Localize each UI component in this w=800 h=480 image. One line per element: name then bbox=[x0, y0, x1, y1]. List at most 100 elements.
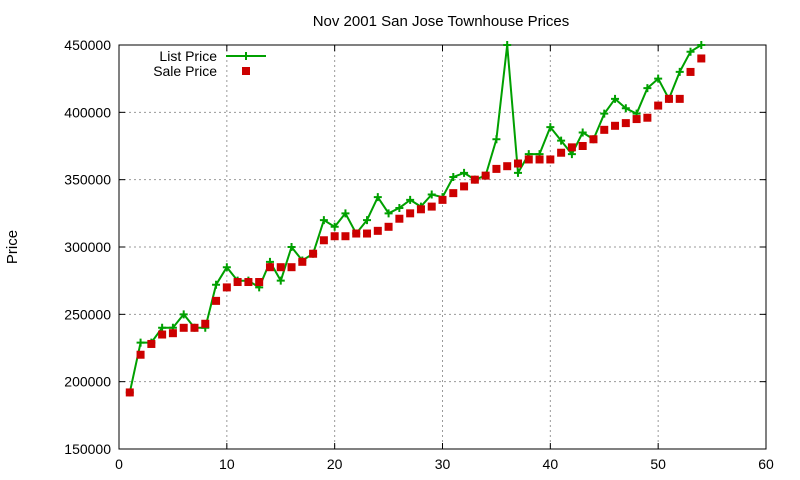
sale-price-point bbox=[319, 236, 328, 245]
list-price-line bbox=[128, 44, 702, 393]
sale-price-point bbox=[190, 323, 199, 332]
list-price-point bbox=[395, 203, 404, 212]
sale-price-point bbox=[427, 202, 436, 211]
list-price-point bbox=[427, 190, 436, 199]
legend: List Price Sale Price bbox=[153, 48, 266, 79]
sale-price-point bbox=[492, 164, 501, 173]
sale-price-point bbox=[147, 339, 156, 348]
list-price-point bbox=[460, 168, 469, 177]
sale-price-point bbox=[212, 296, 221, 305]
sale-price-point bbox=[136, 350, 145, 359]
sale-price-point bbox=[449, 189, 458, 198]
y-tick-label: 200000 bbox=[64, 374, 111, 390]
y-tick-label: 150000 bbox=[64, 441, 111, 457]
sale-price-point bbox=[125, 388, 134, 397]
sale-price-point bbox=[557, 148, 566, 157]
x-tick-label: 30 bbox=[435, 456, 451, 472]
y-tick-label: 400000 bbox=[64, 104, 111, 120]
x-tick-label: 20 bbox=[327, 456, 343, 472]
list-price-point bbox=[136, 338, 145, 347]
list-price-point bbox=[686, 47, 695, 56]
sale-price-point bbox=[255, 278, 264, 287]
list-price-point bbox=[406, 195, 415, 204]
sale-price-point bbox=[298, 257, 307, 266]
list-price-point bbox=[621, 104, 630, 113]
sale-price-point bbox=[341, 232, 350, 241]
sale-price-point bbox=[621, 119, 630, 128]
list-price-point bbox=[578, 128, 587, 137]
sale-price-point bbox=[481, 171, 490, 180]
sale-price-point bbox=[470, 175, 479, 184]
sale-price-point bbox=[578, 142, 587, 150]
sale-price-point bbox=[600, 125, 609, 134]
list-price-point bbox=[611, 94, 620, 103]
sale-price-point bbox=[201, 319, 210, 328]
grid-lines bbox=[119, 45, 766, 449]
list-price-point bbox=[675, 67, 684, 76]
list-price-point bbox=[212, 280, 221, 289]
y-tick-label: 450000 bbox=[64, 37, 111, 53]
list-price-point bbox=[557, 136, 566, 145]
list-price-point bbox=[179, 310, 188, 319]
sale-price-point bbox=[373, 226, 382, 235]
x-tick-label: 60 bbox=[758, 456, 774, 472]
sale-price-point bbox=[503, 162, 512, 171]
sale-price-point bbox=[158, 330, 167, 339]
list-price-point bbox=[503, 41, 512, 49]
series-layer bbox=[125, 41, 706, 397]
sale-price-point bbox=[168, 329, 177, 338]
y-tick-label: 250000 bbox=[64, 306, 111, 322]
sale-price-point bbox=[686, 67, 695, 76]
list-price-point bbox=[513, 168, 522, 177]
sale-price-point bbox=[179, 323, 188, 332]
chart-title: Nov 2001 San Jose Townhouse Prices bbox=[313, 13, 570, 30]
sale-price-point bbox=[222, 283, 231, 292]
sale-price-point bbox=[589, 135, 598, 144]
list-price-point bbox=[449, 172, 458, 181]
list-price-point bbox=[567, 150, 576, 159]
list-price-point bbox=[363, 216, 372, 225]
sale-price-point bbox=[416, 205, 425, 214]
sale-price-point bbox=[664, 94, 673, 103]
sale-price-point bbox=[276, 263, 285, 272]
x-tick-label: 40 bbox=[543, 456, 559, 472]
sale-price-point bbox=[524, 155, 533, 164]
sale-price-point bbox=[643, 113, 652, 122]
list-price-point bbox=[373, 193, 382, 202]
sale-price-point bbox=[406, 209, 415, 218]
axis-ticks: 0 10 20 30 40 50 60 150000 200000 250000 300000 350… bbox=[64, 37, 774, 472]
sale-price-point bbox=[395, 214, 404, 223]
x-tick-label: 50 bbox=[650, 456, 666, 472]
sale-price-point bbox=[632, 115, 641, 124]
list-price-point bbox=[697, 41, 706, 49]
sale-price-point bbox=[513, 159, 522, 168]
sale-price-point bbox=[675, 94, 684, 103]
x-tick-label: 0 bbox=[115, 456, 123, 472]
legend-label-list-price: List Price bbox=[159, 48, 217, 64]
list-price-point bbox=[276, 276, 285, 285]
sale-price-point bbox=[309, 249, 318, 258]
list-price-point bbox=[600, 109, 609, 118]
y-tick-label: 350000 bbox=[64, 172, 111, 188]
list-price-point bbox=[287, 243, 296, 251]
legend-swatch-list-price-marker bbox=[242, 52, 250, 60]
list-price-point bbox=[643, 84, 652, 93]
list-price-point bbox=[222, 263, 231, 272]
legend-swatch-sale-price bbox=[242, 67, 250, 75]
sale-price-point bbox=[535, 155, 544, 164]
sale-price-point bbox=[352, 229, 361, 238]
sale-price-point bbox=[287, 263, 296, 272]
x-tick-label: 10 bbox=[219, 456, 235, 472]
y-axis-label: Price bbox=[4, 230, 21, 264]
sale-price-point bbox=[697, 54, 706, 63]
list-price-point bbox=[654, 74, 663, 83]
sale-price-point bbox=[611, 121, 620, 130]
sale-price-point bbox=[654, 101, 663, 110]
list-price-point bbox=[546, 123, 555, 132]
sale-price-point bbox=[244, 278, 253, 287]
list-price-point bbox=[341, 209, 350, 218]
sale-price-point bbox=[567, 143, 576, 152]
list-price-point bbox=[158, 323, 167, 332]
list-price-point bbox=[384, 209, 393, 218]
